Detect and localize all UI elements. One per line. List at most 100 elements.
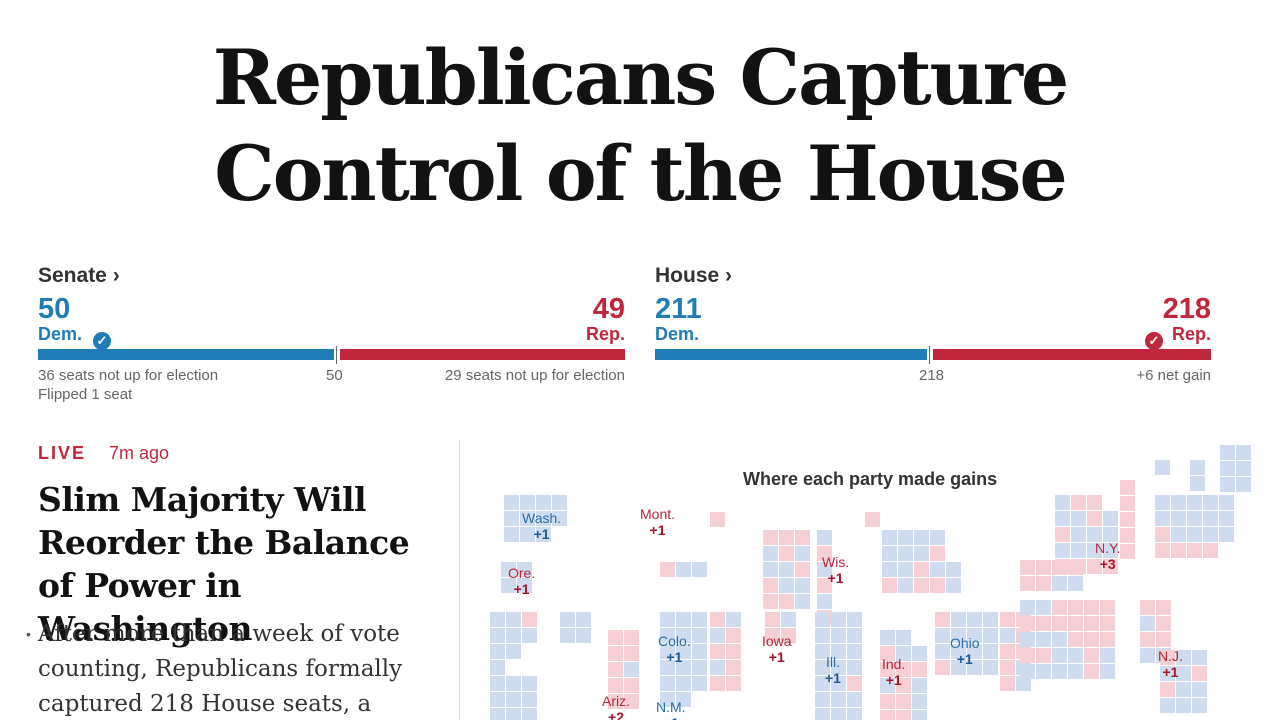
district-cell (1084, 664, 1099, 679)
district-cell (1055, 495, 1070, 510)
district-cell (1000, 644, 1015, 659)
district-cell (1071, 495, 1086, 510)
district-cell (1187, 511, 1202, 526)
state-label-ariz[interactable]: Ariz. +2 (602, 693, 630, 720)
house-dem-count: 211 (655, 293, 702, 325)
district-cell (522, 708, 537, 720)
district-cell (1103, 559, 1118, 574)
story-summary: After more than a week of vote counting,… (38, 621, 403, 717)
district-cell (781, 628, 796, 643)
state-name: Ohio (950, 635, 980, 651)
district-cell (517, 562, 532, 577)
district-cell (880, 694, 895, 709)
district-cell (624, 662, 639, 677)
district-cell (946, 562, 961, 577)
district-cell (1087, 495, 1102, 510)
state-label-colo[interactable]: Colo. +1 (658, 633, 691, 665)
district-cell (1068, 600, 1083, 615)
district-cell (560, 628, 575, 643)
district-cell (1140, 600, 1155, 615)
district-cell (1087, 559, 1102, 574)
senate-link[interactable]: Senate › (38, 264, 120, 287)
district-cell (1156, 600, 1171, 615)
district-cell (967, 644, 982, 659)
district-cell (967, 612, 982, 627)
district-cell (779, 546, 794, 561)
gains-map[interactable]: Where each party made gains Wash. +1 Mont.… (460, 440, 1280, 720)
state-label-mont[interactable]: Mont. +1 (640, 506, 675, 538)
state-label-nm[interactable]: N.M.+1 (656, 699, 686, 720)
state-gain: +1 (513, 581, 530, 597)
district-cell (1055, 559, 1070, 574)
district-cell (1084, 648, 1099, 663)
district-cell (1068, 576, 1083, 591)
district-cell (506, 676, 521, 691)
district-cell (1156, 632, 1171, 647)
story-headline[interactable]: Slim Majority Will Reorder the Balance o… (38, 480, 410, 648)
district-cell (935, 660, 950, 675)
state-label-wash[interactable]: Wash. +1 (522, 510, 561, 542)
state-gain: +1 (656, 715, 686, 720)
district-cell (1020, 616, 1035, 631)
district-cell (1155, 543, 1170, 558)
state-label-wis[interactable]: Wis. +1 (822, 554, 849, 586)
district-cell (951, 660, 966, 675)
state-label-ore[interactable]: Ore. +1 (508, 565, 535, 597)
district-cell (490, 676, 505, 691)
district-cell (506, 628, 521, 643)
district-cell (935, 628, 950, 643)
state-label-iowa[interactable]: Iowa +1 (762, 633, 792, 665)
state-gain: +3 (1099, 556, 1116, 572)
state-name: N.Y. (1095, 540, 1121, 556)
state-label-ill[interactable]: Ill. +1 (825, 654, 841, 686)
district-cell (1176, 682, 1191, 697)
state-label-ny[interactable]: N.Y. +3 (1095, 540, 1120, 572)
district-cell (504, 527, 519, 542)
state-label-nj[interactable]: N.J. +1 (1158, 648, 1183, 680)
district-cell (501, 578, 516, 593)
district-cell (1103, 543, 1118, 558)
district-cell (504, 511, 519, 526)
headline[interactable]: Republicans Capture Control of the House (0, 30, 1280, 222)
state-name: Iowa (762, 633, 792, 649)
district-cell (1155, 460, 1170, 475)
district-cell (1187, 543, 1202, 558)
district-cell (1190, 476, 1205, 491)
state-label-ind[interactable]: Ind. +1 (882, 656, 905, 688)
house-rep-bar (933, 349, 1211, 360)
district-cell (795, 594, 810, 609)
map-title: Where each party made gains (743, 469, 998, 489)
senate-dem-note: 36 seats not up for election (38, 367, 219, 384)
district-cell (1036, 560, 1051, 575)
district-cell (692, 644, 707, 659)
senate-rep-count: 49 (592, 293, 625, 325)
house-rep-count: 218 (1162, 293, 1211, 325)
state-label-ohio[interactable]: Ohio +1 (950, 635, 980, 667)
district-cell (765, 628, 780, 643)
district-cell (576, 612, 591, 627)
state-name: Ore. (508, 565, 536, 581)
state-gain: +1 (1162, 664, 1179, 680)
district-cell (930, 530, 945, 545)
senate-winner-check-icon: ✓ (93, 332, 111, 350)
house-dem-label: Dem. (655, 324, 700, 344)
state-gain: +1 (533, 526, 550, 542)
district-cell (1036, 632, 1051, 647)
district-cell (1219, 495, 1234, 510)
district-cell (795, 546, 810, 561)
district-cell (880, 710, 895, 720)
district-cell (912, 710, 927, 720)
district-cell (608, 662, 623, 677)
district-cell (817, 562, 832, 577)
district-cell (490, 708, 505, 720)
district-cell (1155, 527, 1170, 542)
district-cell (880, 646, 895, 661)
district-cell (795, 578, 810, 593)
district-cell (914, 530, 929, 545)
district-cell (1068, 648, 1083, 663)
district-cell (1036, 664, 1051, 679)
house-link[interactable]: House › (655, 264, 733, 287)
district-cell (1103, 527, 1118, 542)
district-cell (676, 644, 691, 659)
district-cell (1100, 600, 1115, 615)
